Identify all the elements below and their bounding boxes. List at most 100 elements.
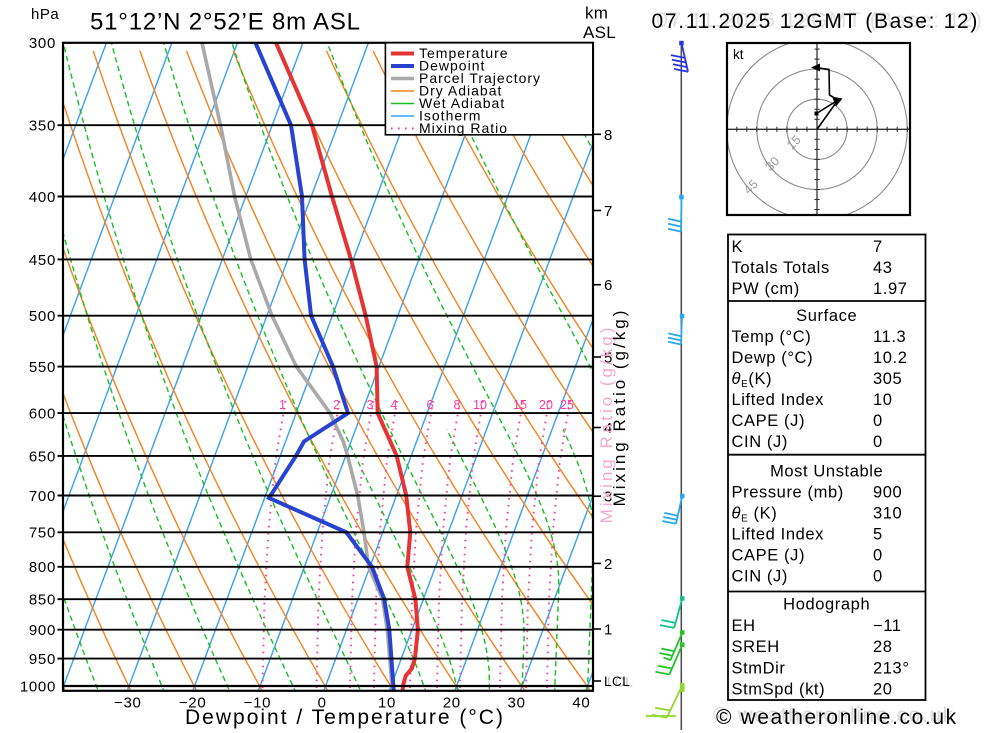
- svg-text:20: 20: [539, 398, 553, 412]
- svg-text:Mixing Ratio (g/kg): Mixing Ratio (g/kg): [597, 325, 616, 524]
- svg-text:20: 20: [873, 681, 893, 699]
- svg-text:Mixing Ratio (g/kg): Mixing Ratio (g/kg): [610, 308, 629, 507]
- svg-text:EH: EH: [732, 617, 756, 635]
- svg-text:1: 1: [279, 398, 286, 412]
- svg-text:850: 850: [29, 592, 56, 609]
- svg-text:Dewpoint / Temperature (°C): Dewpoint / Temperature (°C): [185, 706, 505, 729]
- svg-text:LCL: LCL: [604, 674, 630, 689]
- svg-text:0: 0: [873, 412, 883, 430]
- svg-text:450: 450: [29, 252, 56, 269]
- svg-text:1000: 1000: [20, 678, 56, 695]
- svg-text:θE(K): θE(K): [732, 370, 773, 390]
- svg-text:8: 8: [454, 398, 461, 412]
- svg-text:StmSpd (kt): StmSpd (kt): [732, 681, 826, 699]
- svg-text:Isotherm: Isotherm: [419, 108, 481, 124]
- svg-text:Totals Totals: Totals Totals: [732, 259, 830, 277]
- svg-text:1: 1: [604, 622, 612, 639]
- svg-text:LCL: LCL: [607, 675, 633, 690]
- svg-text:K: K: [732, 238, 744, 256]
- svg-text:Surface: Surface: [796, 307, 857, 325]
- svg-text:650: 650: [29, 448, 56, 465]
- svg-text:900: 900: [873, 483, 902, 501]
- svg-text:© weatheronline.co.uk: © weatheronline.co.uk: [716, 706, 958, 729]
- svg-text:3: 3: [367, 398, 374, 412]
- svg-text:300: 300: [29, 35, 56, 52]
- svg-text:0: 0: [873, 567, 883, 585]
- svg-text:© weatheronline.co.uk: © weatheronline.co.uk: [713, 704, 955, 727]
- svg-text:Pressure (mb): Pressure (mb): [732, 483, 844, 501]
- svg-text:Lifted Index: Lifted Index: [732, 525, 825, 543]
- svg-text:10.2: 10.2: [873, 349, 908, 367]
- svg-text:400: 400: [29, 189, 56, 206]
- svg-text:500: 500: [29, 308, 56, 325]
- svg-text:−11: −11: [873, 617, 902, 635]
- svg-text:0: 0: [873, 546, 883, 564]
- svg-text:5: 5: [873, 525, 883, 543]
- svg-text:Dewpoint: Dewpoint: [419, 58, 485, 74]
- svg-text:7: 7: [873, 238, 883, 256]
- svg-text:Wet Adiabat: Wet Adiabat: [419, 95, 505, 111]
- svg-text:10: 10: [473, 398, 487, 412]
- svg-text:950: 950: [29, 651, 56, 668]
- svg-text:−10: −10: [244, 695, 272, 712]
- svg-text:km: km: [585, 4, 608, 23]
- svg-text:Temp (°C): Temp (°C): [732, 328, 812, 346]
- svg-text:0: 0: [873, 433, 883, 451]
- svg-text:Lifted Index: Lifted Index: [732, 391, 825, 409]
- svg-text:310: 310: [873, 504, 902, 522]
- svg-text:4: 4: [391, 398, 398, 412]
- svg-text:Hodograph: Hodograph: [783, 596, 870, 614]
- svg-text:40: 40: [572, 695, 590, 712]
- svg-text:10: 10: [378, 695, 396, 712]
- svg-text:07.11.2025 12GMT (Base: 12): 07.11.2025 12GMT (Base: 12): [656, 9, 984, 32]
- svg-text:2: 2: [604, 556, 612, 573]
- svg-text:8: 8: [604, 127, 612, 144]
- svg-text:Dewp (°C): Dewp (°C): [732, 349, 814, 367]
- svg-text:750: 750: [29, 525, 56, 542]
- svg-text:350: 350: [29, 118, 56, 135]
- svg-text:305: 305: [873, 370, 902, 388]
- svg-text:−20: −20: [179, 695, 207, 712]
- svg-text:−30: −30: [114, 695, 142, 712]
- svg-text:28: 28: [873, 638, 893, 656]
- svg-text:θE (K): θE (K): [732, 504, 778, 524]
- svg-text:30: 30: [508, 695, 526, 712]
- svg-text:43: 43: [873, 259, 893, 277]
- svg-text:CAPE (J): CAPE (J): [732, 546, 806, 564]
- svg-text:550: 550: [29, 359, 56, 376]
- svg-text:07.11.2025 12GMT (Base: 12): 07.11.2025 12GMT (Base: 12): [652, 10, 980, 33]
- svg-text:4: 4: [604, 420, 612, 437]
- svg-text:2: 2: [333, 398, 340, 412]
- svg-text:SREH: SREH: [732, 638, 780, 656]
- svg-text:6: 6: [427, 398, 434, 412]
- svg-text:hPa: hPa: [31, 6, 59, 23]
- svg-text:StmDir: StmDir: [732, 659, 786, 677]
- svg-text:0: 0: [318, 695, 327, 712]
- svg-text:Parcel Trajectory: Parcel Trajectory: [419, 70, 541, 86]
- svg-text:5: 5: [604, 350, 612, 367]
- svg-text:Mixing Ratio: Mixing Ratio: [419, 120, 508, 136]
- svg-text:CIN (J): CIN (J): [732, 433, 788, 451]
- svg-text:700: 700: [29, 488, 56, 505]
- svg-text:213°: 213°: [873, 659, 910, 677]
- svg-text:CIN (J): CIN (J): [732, 567, 788, 585]
- svg-text:ASL: ASL: [583, 23, 616, 42]
- svg-text:kt: kt: [733, 47, 744, 62]
- svg-text:Dry Adiabat: Dry Adiabat: [419, 83, 502, 99]
- svg-text:3: 3: [604, 489, 612, 506]
- svg-text:11.3: 11.3: [873, 328, 906, 346]
- svg-text:25: 25: [560, 398, 574, 412]
- svg-text:51°12’N 2°52’E 8m ASL: 51°12’N 2°52’E 8m ASL: [90, 9, 361, 36]
- svg-text:600: 600: [29, 406, 56, 423]
- svg-text:20: 20: [443, 695, 461, 712]
- svg-text:PW (cm): PW (cm): [732, 280, 800, 298]
- svg-text:15: 15: [513, 398, 527, 412]
- svg-text:10: 10: [873, 391, 893, 409]
- svg-text:800: 800: [29, 559, 56, 576]
- svg-text:Most Unstable: Most Unstable: [770, 462, 883, 480]
- svg-text:7: 7: [604, 203, 612, 220]
- svg-text:CAPE (J): CAPE (J): [732, 412, 806, 430]
- svg-text:1.97: 1.97: [873, 280, 908, 298]
- svg-text:6: 6: [604, 277, 612, 294]
- svg-text:Temperature: Temperature: [419, 45, 509, 61]
